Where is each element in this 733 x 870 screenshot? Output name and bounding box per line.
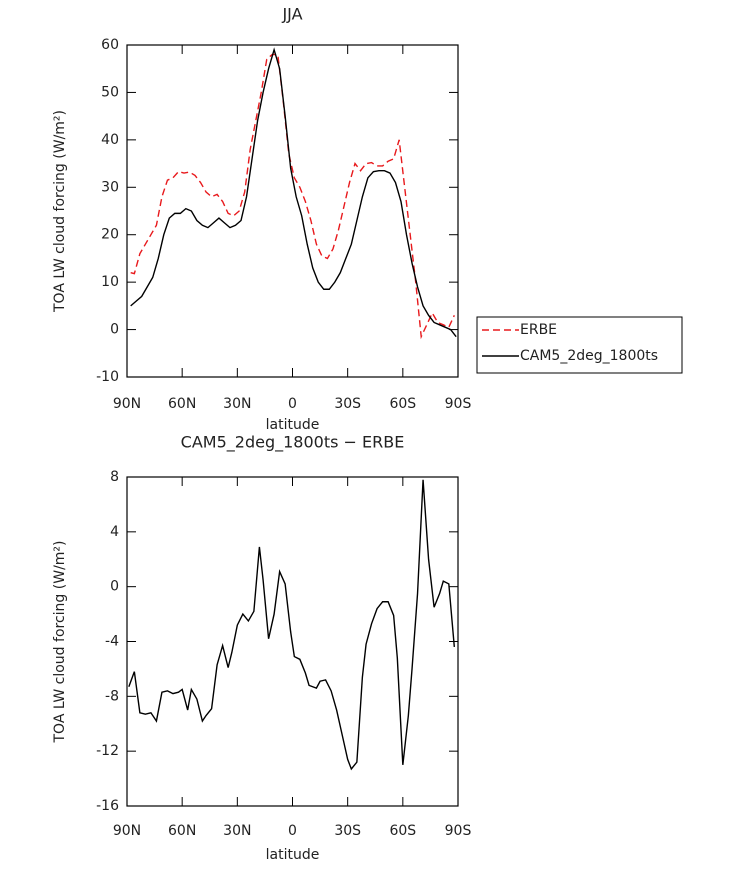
legend-label: CAM5_2deg_1800ts [520, 348, 658, 364]
y-tick-label: 20 [101, 227, 119, 243]
y-tick-label: 0 [110, 579, 119, 595]
y-tick-label: 4 [110, 524, 119, 540]
y-tick-label: -10 [96, 369, 119, 385]
plot-frame [126, 44, 459, 378]
x-tick-label: 30N [223, 396, 251, 412]
y-tick-label: 0 [110, 322, 119, 338]
data-line [130, 53, 455, 340]
x-tick-label: 90N [113, 396, 141, 412]
legend-box [476, 316, 683, 374]
x-tick-label: 90S [445, 823, 472, 839]
x-tick-label: 0 [288, 823, 297, 839]
y-tick-label: -16 [96, 798, 119, 814]
data-line [128, 479, 456, 771]
y-tick-label: -4 [105, 634, 119, 650]
y-tick-label: -12 [96, 743, 119, 759]
x-tick-label: 30N [223, 823, 251, 839]
x-tick-label: 60S [389, 823, 416, 839]
y-tick-label: 30 [101, 179, 119, 195]
x-tick-label: 90N [113, 823, 141, 839]
x-tick-label: 90S [445, 396, 472, 412]
y-tick-label: 60 [101, 37, 119, 53]
x-tick-label: 60S [389, 396, 416, 412]
y-tick-label: 8 [110, 469, 119, 485]
y-tick-label: 50 [101, 84, 119, 100]
x-tick-label: 30S [334, 823, 361, 839]
data-line [130, 47, 457, 338]
chart-title: JJA [281, 5, 302, 24]
x-tick-label: 0 [288, 396, 297, 412]
x-tick-label: 60N [168, 823, 196, 839]
chart-title: CAM5_2deg_1800ts − ERBE [181, 433, 405, 453]
x-tick-label: 60N [168, 396, 196, 412]
y-tick-label: 10 [101, 274, 119, 290]
x-tick-label: 30S [334, 396, 361, 412]
y-axis-label: TOA LW cloud forcing (W/m²) [52, 541, 68, 744]
x-axis-label: latitude [266, 417, 320, 433]
y-tick-label: 40 [101, 132, 119, 148]
x-axis-label: latitude [266, 847, 320, 863]
y-tick-label: -8 [105, 688, 119, 704]
legend-label: ERBE [520, 322, 557, 338]
y-axis-label: TOA LW cloud forcing (W/m²) [52, 110, 68, 313]
